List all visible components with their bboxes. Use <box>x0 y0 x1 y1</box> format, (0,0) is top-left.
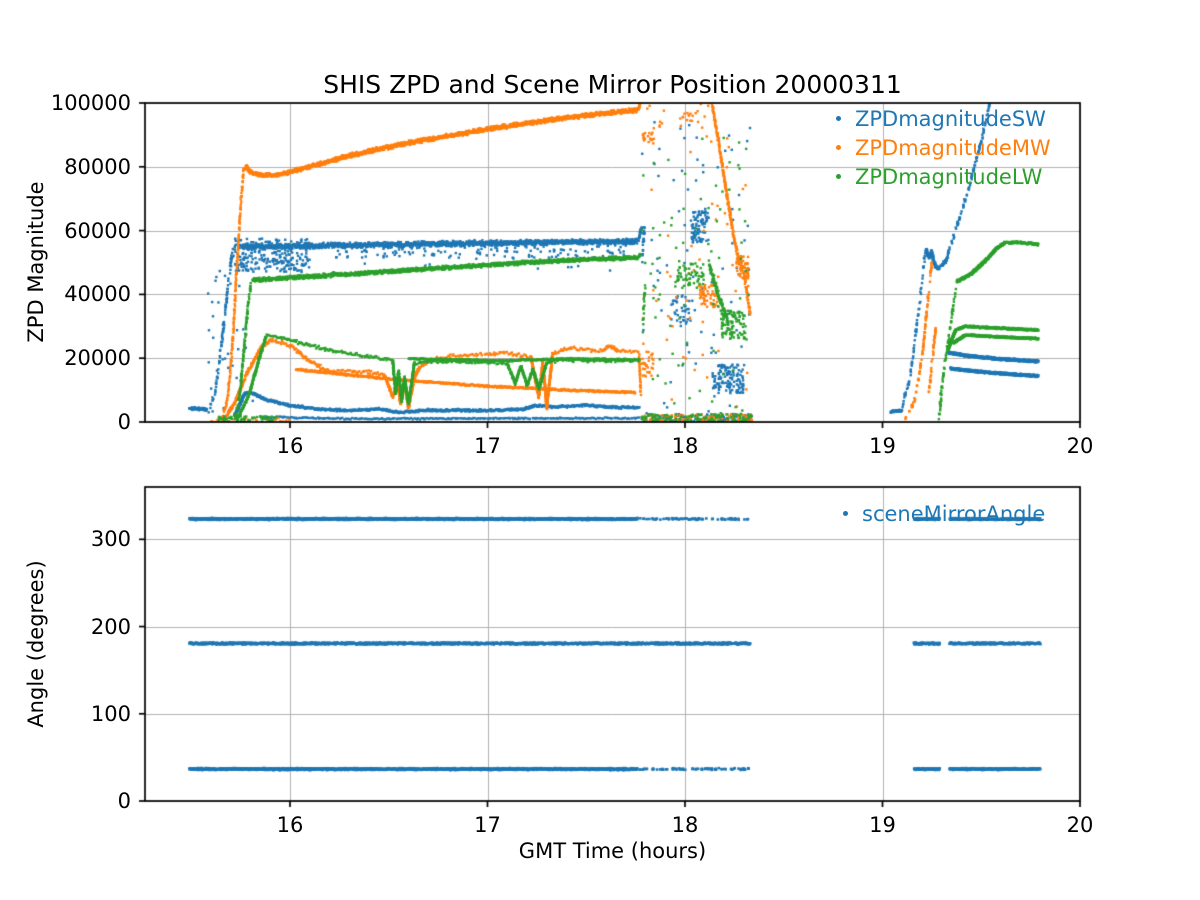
legend-label-sw: ZPDmagnitudeSW <box>855 107 1046 131</box>
x-tick-label: 17 <box>453 434 523 458</box>
y-tick-label: 300 <box>39 527 131 551</box>
legend-label-mw: ZPDmagnitudeMW <box>855 136 1051 160</box>
x-tick-label: 20 <box>1045 813 1115 837</box>
legend-marker-lw-icon <box>836 174 841 179</box>
legend-zpd: ZPDmagnitudeSW ZPDmagnitudeMW ZPDmagnitu… <box>836 104 1051 191</box>
x-tick-label: 20 <box>1045 434 1115 458</box>
legend-marker-mw-icon <box>836 145 841 150</box>
legend-item-scene-mirror: sceneMirrorAngle <box>843 500 1045 527</box>
x-tick-label: 18 <box>650 434 720 458</box>
legend-item-mw: ZPDmagnitudeMW <box>836 133 1051 162</box>
legend-label-scene-mirror: sceneMirrorAngle <box>862 502 1045 526</box>
legend-angle: sceneMirrorAngle <box>843 500 1045 527</box>
y-tick-label: 0 <box>39 789 131 813</box>
x-tick-label: 17 <box>453 813 523 837</box>
legend-marker-sw-icon <box>836 116 841 121</box>
zpd-y-axis-label: ZPD Magnitude <box>24 181 48 342</box>
x-axis-label: GMT Time (hours) <box>145 839 1080 863</box>
y-tick-label: 100000 <box>39 91 131 115</box>
y-tick-label: 200 <box>39 615 131 639</box>
legend-item-lw: ZPDmagnitudeLW <box>836 162 1051 191</box>
y-tick-label: 40000 <box>39 282 131 306</box>
legend-item-sw: ZPDmagnitudeSW <box>836 104 1051 133</box>
y-tick-label: 80000 <box>39 155 131 179</box>
legend-marker-scene-mirror-icon <box>843 511 848 516</box>
x-tick-label: 19 <box>848 813 918 837</box>
y-tick-label: 20000 <box>39 346 131 370</box>
x-tick-label: 16 <box>255 434 325 458</box>
y-tick-label: 0 <box>39 410 131 434</box>
x-tick-label: 16 <box>255 813 325 837</box>
x-tick-label: 19 <box>848 434 918 458</box>
y-tick-label: 60000 <box>39 219 131 243</box>
figure: SHIS ZPD and Scene Mirror Position 20000… <box>0 0 1200 900</box>
chart-title: SHIS ZPD and Scene Mirror Position 20000… <box>145 70 1080 99</box>
y-tick-label: 100 <box>39 702 131 726</box>
x-tick-label: 18 <box>650 813 720 837</box>
legend-label-lw: ZPDmagnitudeLW <box>855 165 1042 189</box>
